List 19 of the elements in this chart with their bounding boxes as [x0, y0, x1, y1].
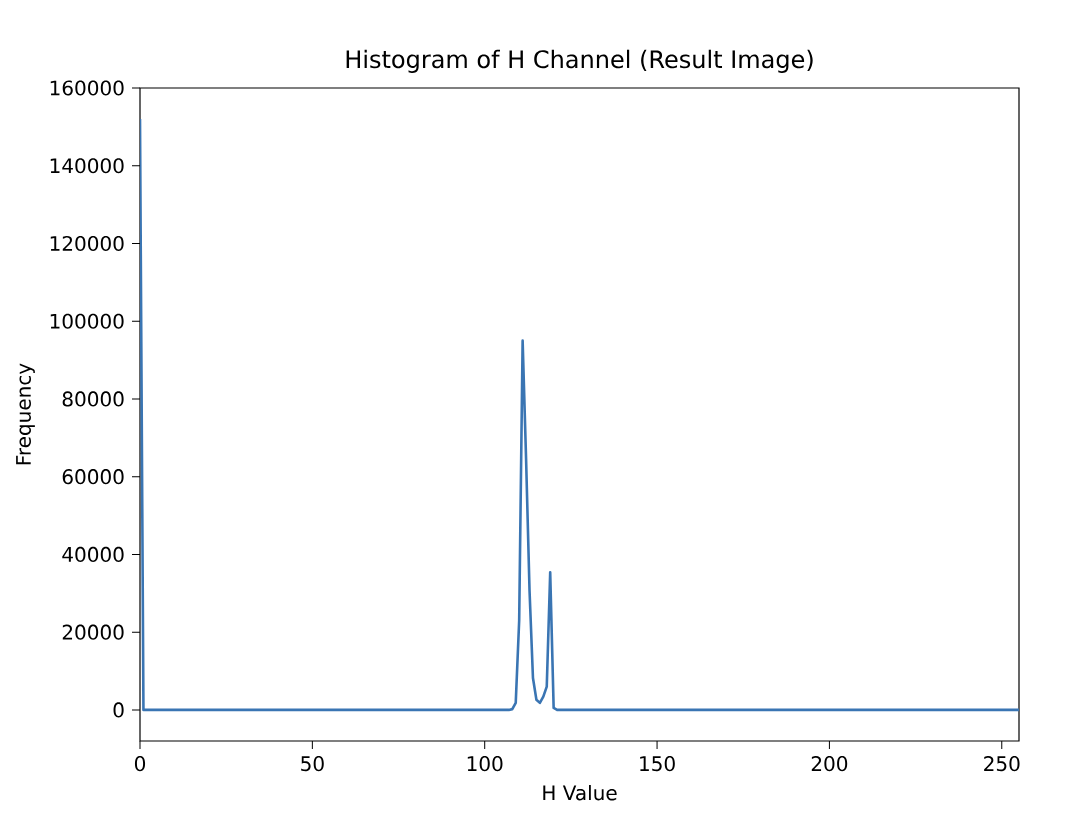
y-tick-label: 0: [113, 702, 124, 718]
x-tick-label: 150: [640, 756, 675, 772]
y-tick-label: 160000: [50, 80, 124, 96]
x-tick-label: 250: [984, 756, 1020, 772]
x-tick-label: 0: [134, 756, 146, 772]
line-series: [140, 117, 1019, 712]
y-tick-label: 80000: [62, 391, 124, 407]
y-tick-label: 100000: [50, 313, 124, 329]
y-tick-label: 140000: [50, 158, 124, 174]
y-tick-label: 120000: [50, 235, 124, 252]
y-tick-label: 20000: [62, 624, 124, 640]
x-tick-label: 200: [811, 756, 848, 772]
x-tick-label: 100: [467, 756, 503, 772]
y-tick-label: 60000: [62, 469, 124, 485]
y-axis-title: Frequency: [16, 363, 35, 465]
y-tick-label: 40000: [62, 546, 124, 562]
chart-title: Histogram of H Channel (Result Image): [346, 49, 813, 73]
x-axis-title: H Value: [543, 784, 617, 801]
x-tick-label: 50: [301, 756, 324, 772]
